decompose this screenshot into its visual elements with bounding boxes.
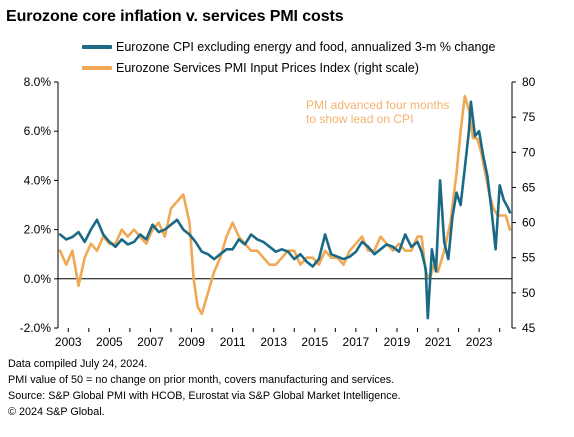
- x-tick-label: 2009: [178, 335, 205, 349]
- left-tick-label: 4.0%: [24, 173, 52, 187]
- x-tick-label: 2007: [137, 335, 164, 349]
- right-tick-label: 75: [522, 110, 536, 124]
- footer-source: Source: S&P Global PMI with HCOB, Eurost…: [8, 390, 401, 402]
- chart-series: [58, 94, 512, 320]
- legend-swatch-pmi: [82, 65, 112, 70]
- x-tick-label: 2003: [55, 335, 82, 349]
- x-tick-label: 2011: [220, 335, 246, 349]
- left-tick-label: 6.0%: [24, 124, 52, 138]
- x-tick-label: 2017: [343, 335, 370, 349]
- legend-label-cpi: Eurozone CPI excluding energy and food, …: [116, 39, 496, 54]
- right-tick-label: 60: [522, 216, 536, 230]
- chart-axes: [54, 81, 516, 332]
- x-tick-label: 2021: [425, 335, 452, 349]
- left-tick-label: -2.0%: [20, 321, 52, 335]
- annotation-line-2: to show lead on CPI: [306, 112, 413, 126]
- right-tick-label: 70: [522, 145, 536, 159]
- x-tick-label: 2019: [384, 335, 411, 349]
- x-tick-label: 2013: [260, 335, 287, 349]
- right-tick-label: 80: [522, 75, 536, 89]
- annotation-line-1: PMI advanced four months: [306, 98, 449, 112]
- x-tick-label: 2005: [96, 335, 123, 349]
- footer-date: Data compiled July 24, 2024.: [8, 358, 148, 370]
- legend-item-pmi: Eurozone Services PMI Input Prices Index…: [82, 57, 495, 78]
- right-tick-label: 50: [522, 286, 536, 300]
- right-tick-label: 55: [522, 251, 536, 265]
- legend-swatch-cpi: [82, 44, 112, 49]
- series-line-cpi: [58, 100, 512, 320]
- x-tick-label: 2015: [301, 335, 328, 349]
- legend: Eurozone CPI excluding energy and food, …: [82, 36, 495, 78]
- legend-label-pmi: Eurozone Services PMI Input Prices Index…: [116, 60, 419, 75]
- right-tick-label: 45: [522, 321, 536, 335]
- left-tick-label: 0.0%: [24, 272, 52, 286]
- x-tick-label: 2023: [466, 335, 493, 349]
- series-line-pmi: [58, 94, 512, 316]
- footer-note: PMI value of 50 = no change on prior mon…: [8, 374, 395, 386]
- legend-item-cpi: Eurozone CPI excluding energy and food, …: [82, 36, 495, 57]
- chart-footer: Data compiled July 24, 2024. PMI value o…: [8, 356, 401, 420]
- left-tick-label: 2.0%: [24, 223, 52, 237]
- left-tick-label: 8.0%: [24, 75, 52, 89]
- chart-title: Eurozone core inflation v. services PMI …: [6, 8, 344, 25]
- footer-copyright: © 2024 S&P Global.: [8, 406, 105, 418]
- right-tick-label: 65: [522, 180, 536, 194]
- chart-tick-labels: -2.0% 0.0% 2.0% 4.0% 6.0% 8.0% 45 50 55 60 65 70 75 8…: [20, 75, 536, 349]
